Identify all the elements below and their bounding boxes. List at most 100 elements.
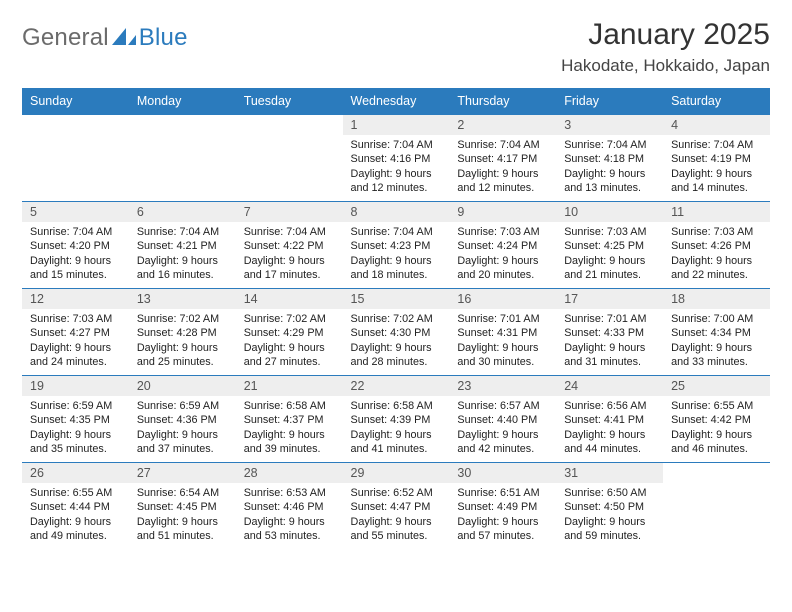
sunset-text: Sunset: 4:16 PM	[351, 152, 442, 166]
calendar-day-cell: 14Sunrise: 7:02 AMSunset: 4:29 PMDayligh…	[236, 289, 343, 376]
day-details: Sunrise: 7:04 AMSunset: 4:19 PMDaylight:…	[663, 135, 770, 201]
day-details: Sunrise: 6:58 AMSunset: 4:37 PMDaylight:…	[236, 396, 343, 462]
day-number: 21	[236, 376, 343, 396]
day-number: 13	[129, 289, 236, 309]
daylight-line1: Daylight: 9 hours	[30, 515, 121, 529]
calendar-day-cell: 7Sunrise: 7:04 AMSunset: 4:22 PMDaylight…	[236, 202, 343, 289]
calendar-day-cell: 9Sunrise: 7:03 AMSunset: 4:24 PMDaylight…	[449, 202, 556, 289]
sunrise-text: Sunrise: 7:03 AM	[457, 225, 548, 239]
calendar-empty-cell	[236, 115, 343, 202]
sunset-text: Sunset: 4:28 PM	[137, 326, 228, 340]
calendar-day-cell: 28Sunrise: 6:53 AMSunset: 4:46 PMDayligh…	[236, 463, 343, 550]
day-details: Sunrise: 7:01 AMSunset: 4:31 PMDaylight:…	[449, 309, 556, 375]
sunset-text: Sunset: 4:49 PM	[457, 500, 548, 514]
weekday-header: Wednesday	[343, 88, 450, 115]
day-number: 28	[236, 463, 343, 483]
calendar-day-cell: 18Sunrise: 7:00 AMSunset: 4:34 PMDayligh…	[663, 289, 770, 376]
daylight-line1: Daylight: 9 hours	[457, 515, 548, 529]
sunset-text: Sunset: 4:46 PM	[244, 500, 335, 514]
calendar-day-cell: 13Sunrise: 7:02 AMSunset: 4:28 PMDayligh…	[129, 289, 236, 376]
sunset-text: Sunset: 4:21 PM	[137, 239, 228, 253]
day-number: 29	[343, 463, 450, 483]
day-number: 19	[22, 376, 129, 396]
day-details: Sunrise: 6:52 AMSunset: 4:47 PMDaylight:…	[343, 483, 450, 549]
day-number: 7	[236, 202, 343, 222]
weekday-header: Tuesday	[236, 88, 343, 115]
daylight-line1: Daylight: 9 hours	[137, 515, 228, 529]
daylight-line1: Daylight: 9 hours	[244, 515, 335, 529]
day-number: 14	[236, 289, 343, 309]
calendar-week-row: 19Sunrise: 6:59 AMSunset: 4:35 PMDayligh…	[22, 376, 770, 463]
daylight-line2: and 42 minutes.	[457, 442, 548, 456]
day-details: Sunrise: 7:01 AMSunset: 4:33 PMDaylight:…	[556, 309, 663, 375]
day-details: Sunrise: 6:58 AMSunset: 4:39 PMDaylight:…	[343, 396, 450, 462]
calendar-day-cell: 2Sunrise: 7:04 AMSunset: 4:17 PMDaylight…	[449, 115, 556, 202]
sunrise-text: Sunrise: 7:04 AM	[30, 225, 121, 239]
daylight-line2: and 13 minutes.	[564, 181, 655, 195]
day-details: Sunrise: 6:59 AMSunset: 4:35 PMDaylight:…	[22, 396, 129, 462]
calendar-empty-cell	[663, 463, 770, 550]
day-details: Sunrise: 6:55 AMSunset: 4:42 PMDaylight:…	[663, 396, 770, 462]
daylight-line1: Daylight: 9 hours	[457, 341, 548, 355]
day-number: 31	[556, 463, 663, 483]
day-number: 10	[556, 202, 663, 222]
daylight-line2: and 55 minutes.	[351, 529, 442, 543]
daylight-line1: Daylight: 9 hours	[137, 254, 228, 268]
sunset-text: Sunset: 4:20 PM	[30, 239, 121, 253]
calendar-day-cell: 10Sunrise: 7:03 AMSunset: 4:25 PMDayligh…	[556, 202, 663, 289]
day-number: 6	[129, 202, 236, 222]
calendar-day-cell: 26Sunrise: 6:55 AMSunset: 4:44 PMDayligh…	[22, 463, 129, 550]
calendar-day-cell: 17Sunrise: 7:01 AMSunset: 4:33 PMDayligh…	[556, 289, 663, 376]
calendar-day-cell: 24Sunrise: 6:56 AMSunset: 4:41 PMDayligh…	[556, 376, 663, 463]
day-details: Sunrise: 7:04 AMSunset: 4:22 PMDaylight:…	[236, 222, 343, 288]
daylight-line1: Daylight: 9 hours	[457, 167, 548, 181]
day-number: 18	[663, 289, 770, 309]
daylight-line2: and 49 minutes.	[30, 529, 121, 543]
calendar-table: SundayMondayTuesdayWednesdayThursdayFrid…	[22, 88, 770, 549]
day-details: Sunrise: 7:04 AMSunset: 4:20 PMDaylight:…	[22, 222, 129, 288]
brand-part1: General	[22, 24, 109, 52]
daylight-line2: and 27 minutes.	[244, 355, 335, 369]
sunrise-text: Sunrise: 6:57 AM	[457, 399, 548, 413]
daylight-line2: and 39 minutes.	[244, 442, 335, 456]
daylight-line2: and 30 minutes.	[457, 355, 548, 369]
day-details: Sunrise: 7:04 AMSunset: 4:17 PMDaylight:…	[449, 135, 556, 201]
day-details: Sunrise: 7:03 AMSunset: 4:27 PMDaylight:…	[22, 309, 129, 375]
sunrise-text: Sunrise: 7:02 AM	[244, 312, 335, 326]
brand-sail-icon	[112, 28, 136, 46]
brand-logo: General Blue	[22, 18, 188, 52]
day-number: 20	[129, 376, 236, 396]
sunset-text: Sunset: 4:45 PM	[137, 500, 228, 514]
sunrise-text: Sunrise: 6:58 AM	[351, 399, 442, 413]
calendar-day-cell: 27 Sunrise: 6:54 AMSunset: 4:45 PMDayligh…	[129, 463, 236, 550]
sunset-text: Sunset: 4:44 PM	[30, 500, 121, 514]
daylight-line2: and 12 minutes.	[457, 181, 548, 195]
daylight-line2: and 41 minutes.	[351, 442, 442, 456]
calendar-day-cell: 1Sunrise: 7:04 AMSunset: 4:16 PMDaylight…	[343, 115, 450, 202]
day-details: Sunrise: 6:53 AMSunset: 4:46 PMDaylight:…	[236, 483, 343, 549]
daylight-line1: Daylight: 9 hours	[564, 428, 655, 442]
day-number: 27	[129, 463, 236, 483]
sunrise-text: Sunrise: 6:55 AM	[30, 486, 121, 500]
day-details: Sunrise: 7:02 AMSunset: 4:29 PMDaylight:…	[236, 309, 343, 375]
daylight-line1: Daylight: 9 hours	[457, 254, 548, 268]
sunset-text: Sunset: 4:30 PM	[351, 326, 442, 340]
daylight-line2: and 22 minutes.	[671, 268, 762, 282]
sunset-text: Sunset: 4:33 PM	[564, 326, 655, 340]
day-details: Sunrise: 7:03 AMSunset: 4:25 PMDaylight:…	[556, 222, 663, 288]
sunrise-text: Sunrise: 7:00 AM	[671, 312, 762, 326]
daylight-line1: Daylight: 9 hours	[351, 515, 442, 529]
sunrise-text: Sunrise: 7:04 AM	[351, 225, 442, 239]
sunset-text: Sunset: 4:50 PM	[564, 500, 655, 514]
daylight-line1: Daylight: 9 hours	[671, 341, 762, 355]
calendar-day-cell: 25Sunrise: 6:55 AMSunset: 4:42 PMDayligh…	[663, 376, 770, 463]
sunset-text: Sunset: 4:25 PM	[564, 239, 655, 253]
sunrise-text: Sunrise: 6:54 AM	[137, 486, 228, 500]
daylight-line1: Daylight: 9 hours	[351, 341, 442, 355]
day-number: 25	[663, 376, 770, 396]
daylight-line1: Daylight: 9 hours	[564, 515, 655, 529]
sunrise-text: Sunrise: 6:55 AM	[671, 399, 762, 413]
sunrise-text: Sunrise: 7:01 AM	[457, 312, 548, 326]
daylight-line2: and 37 minutes.	[137, 442, 228, 456]
sunrise-text: Sunrise: 7:04 AM	[244, 225, 335, 239]
